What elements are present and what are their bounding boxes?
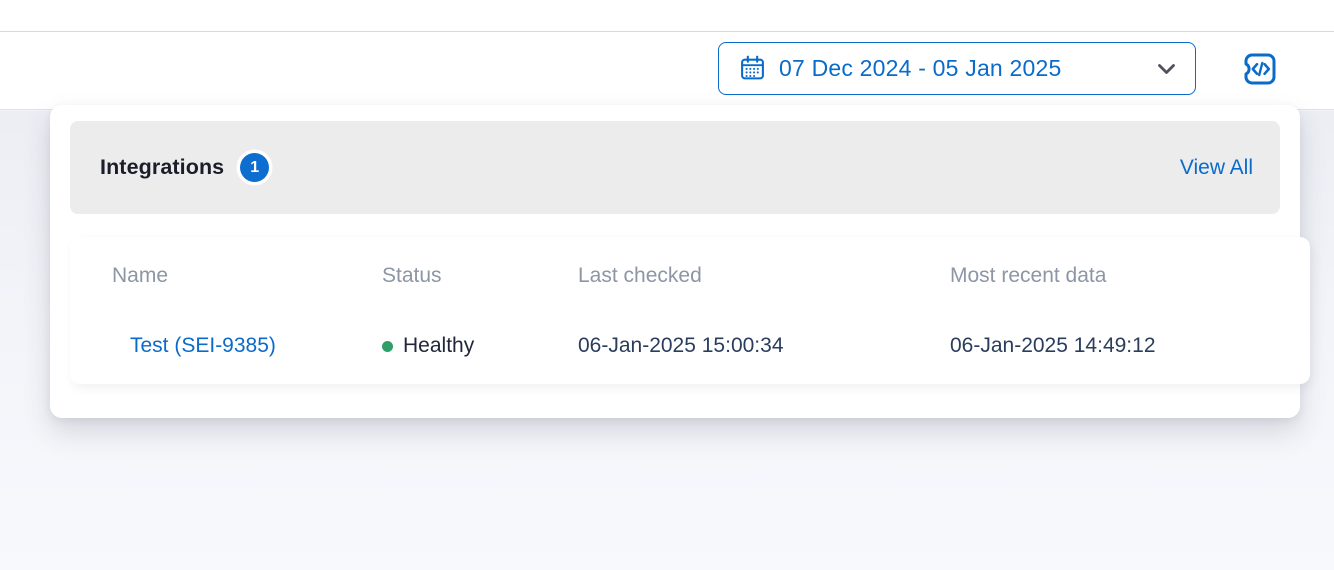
integrations-title: Integrations <box>100 155 225 179</box>
column-header-last-checked: Last checked <box>578 264 702 287</box>
date-range-label: 07 Dec 2024 - 05 Jan 2025 <box>779 55 1062 81</box>
integrations-panel-header: Integrations 1 View All <box>70 121 1280 214</box>
status-cell: Healthy <box>382 334 474 358</box>
page-header: 07 Dec 2024 - 05 Jan 2025 <box>0 0 1334 110</box>
date-range-button[interactable]: 07 Dec 2024 - 05 Jan 2025 <box>718 42 1196 95</box>
column-header-name: Name <box>112 264 169 287</box>
column-header-status: Status <box>382 264 442 287</box>
most-recent-data-cell: 06-Jan-2025 14:49:12 <box>950 334 1156 357</box>
chevron-down-icon <box>1156 62 1177 76</box>
integrations-table: Name Status Last checked Most recent dat… <box>70 237 1310 384</box>
integrations-count-badge: 1 <box>240 153 270 182</box>
column-header-most-recent: Most recent data <box>950 264 1107 287</box>
view-all-link[interactable]: View All <box>1179 155 1253 179</box>
integration-name-link[interactable]: Test (SEI-9385) <box>130 334 276 357</box>
healthy-status-dot-icon <box>382 340 393 352</box>
status-label: Healthy <box>403 334 475 357</box>
calendar-icon <box>739 55 766 82</box>
last-checked-cell: 06-Jan-2025 15:00:34 <box>578 334 784 357</box>
integrations-panel: Integrations 1 View All Name Status Last… <box>50 105 1310 418</box>
top-divider <box>0 31 1334 32</box>
code-widget-icon <box>1236 47 1280 94</box>
code-widget-button[interactable] <box>1236 48 1280 92</box>
